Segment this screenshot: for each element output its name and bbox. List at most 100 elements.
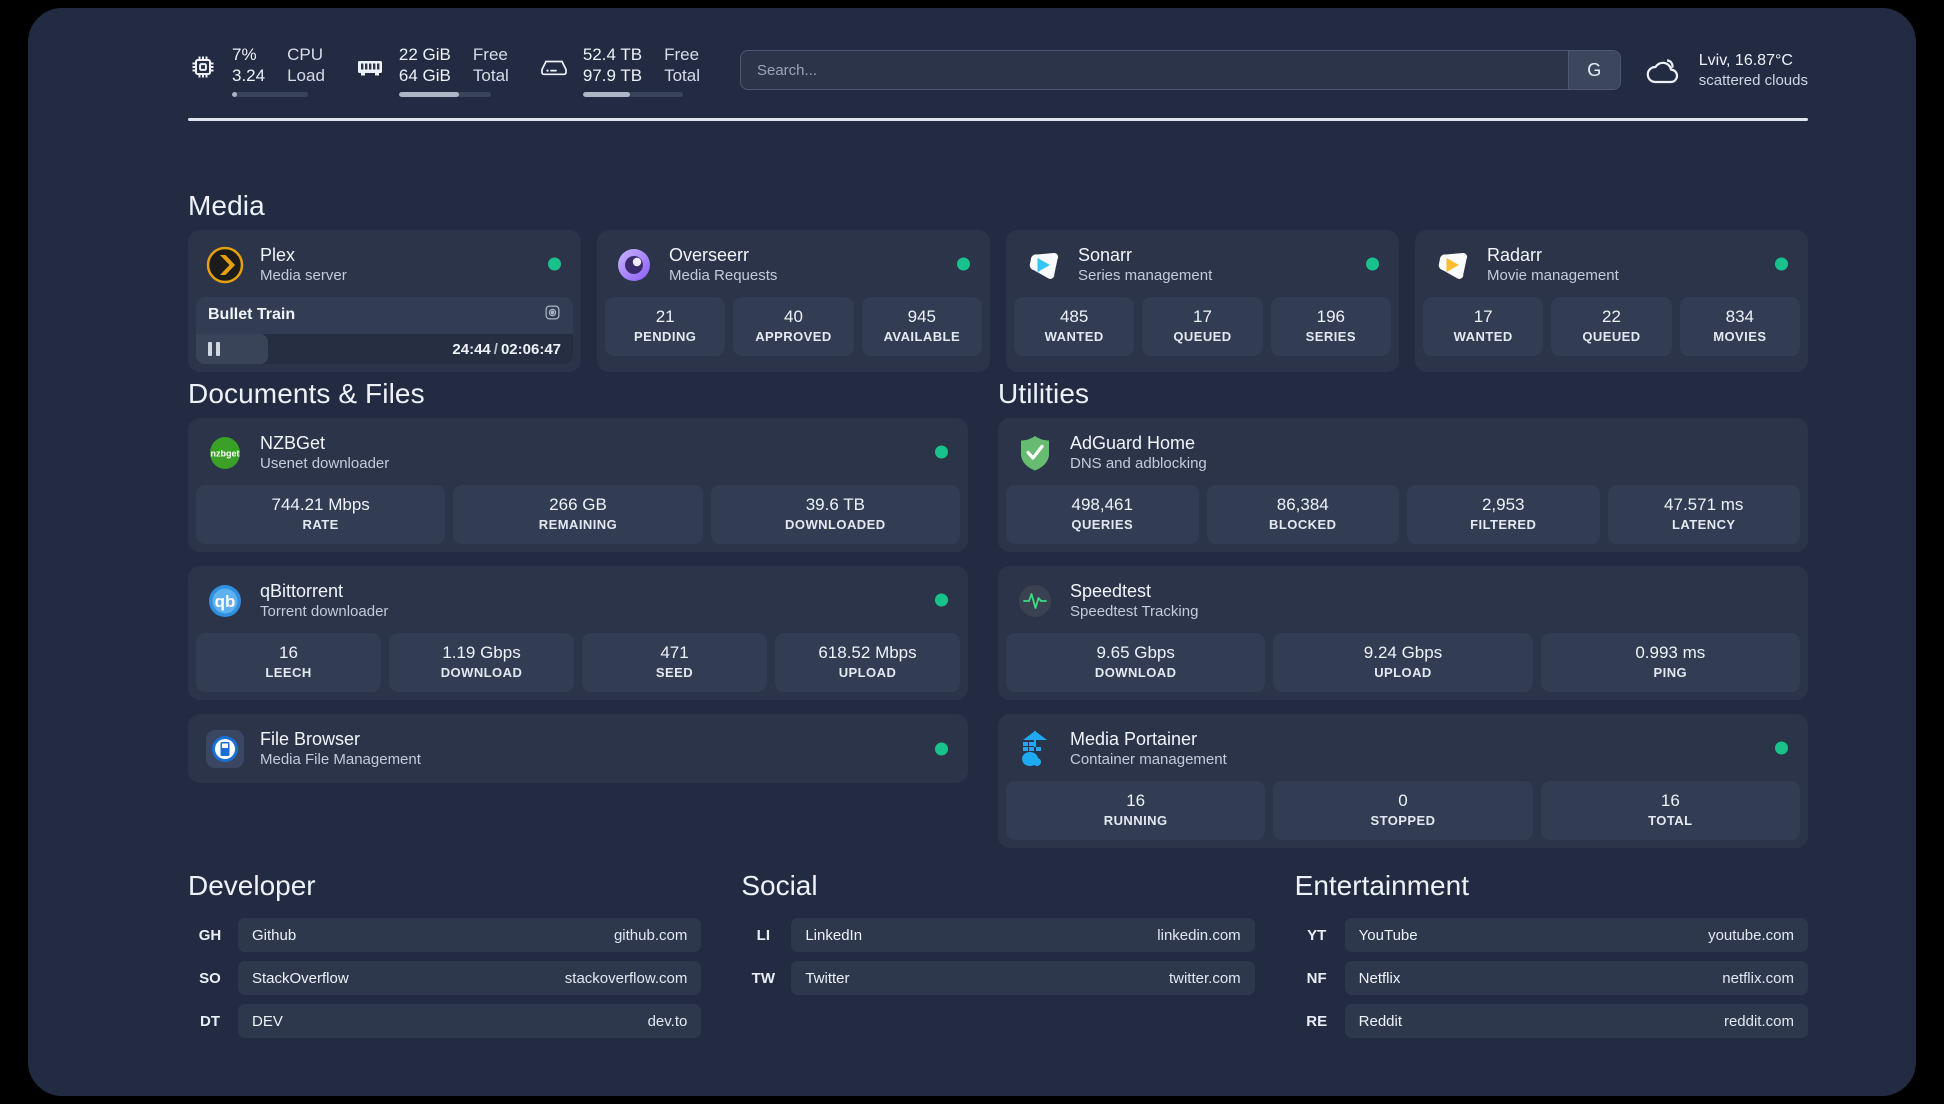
stat-stopped: 0 STOPPED <box>1273 781 1533 840</box>
disk-total-value: 97.9 TB <box>582 65 643 85</box>
stat-label: DOWNLOAD <box>440 665 523 680</box>
service-card-qbittorrent[interactable]: qb qBittorrent Torrent downloader 16 LEE… <box>188 566 968 700</box>
radarr-status-dot <box>1775 257 1788 270</box>
stat-label: REMAINING <box>538 517 618 532</box>
qbittorrent-subtitle: Torrent downloader <box>260 603 389 620</box>
speedtest-pulse-icon <box>1016 582 1054 620</box>
stat-label: RATE <box>302 517 339 532</box>
stat-blocked: 86,384 BLOCKED <box>1206 485 1399 544</box>
cpu-label-top: CPU <box>287 44 323 64</box>
weather-condition: scattered clouds <box>1698 71 1808 89</box>
stat-value: 17 <box>1473 307 1493 326</box>
stat-label: FILTERED <box>1470 517 1537 532</box>
filebrowser-name: File Browser <box>260 729 361 749</box>
service-card-filebrowser[interactable]: File Browser Media File Management <box>188 714 968 783</box>
service-card-plex[interactable]: Plex Media server Bullet Train <box>188 230 581 372</box>
bookmark-item-reddit[interactable]: RE Reddit reddit.com <box>1295 1004 1808 1038</box>
stat-latency: 47.571 ms LATENCY <box>1607 485 1800 544</box>
stat-value: 618.52 Mbps <box>818 643 917 662</box>
media-section: Media <box>188 190 1808 222</box>
plex-elapsed: 24:44 <box>452 340 491 358</box>
bookmark-abbr: YT <box>1307 926 1327 944</box>
settings-gear-icon[interactable] <box>544 304 561 326</box>
stat-total: 16 TOTAL <box>1540 781 1800 840</box>
cpu-usage-bar <box>232 91 308 97</box>
stat-label: WANTED <box>1453 329 1513 344</box>
bookmark-item-linkedin[interactable]: LI LinkedIn linkedin.com <box>741 918 1255 952</box>
search-engine-button[interactable]: G <box>1567 51 1620 89</box>
bookmark-url: netflix.com <box>1722 969 1794 987</box>
scattered-clouds-icon <box>1643 53 1685 87</box>
bookmark-item-github[interactable]: GH Github github.com <box>188 918 702 952</box>
disk-icon <box>539 52 569 82</box>
service-card-portainer[interactable]: Media Portainer Container management 16 … <box>998 714 1808 848</box>
stat-upload: 618.52 Mbps UPLOAD <box>775 633 960 692</box>
disk-usage-bar <box>582 91 683 97</box>
bookmark-group-title: Social <box>741 870 818 901</box>
stat-queued: 17 QUEUED <box>1142 297 1263 356</box>
plex-progress-bar[interactable]: 24:44/02:06:47 <box>196 334 573 364</box>
service-card-overseerr[interactable]: Overseerr Media Requests 21 PENDING 40 A… <box>597 230 990 372</box>
adguard-card-header: AdGuard Home DNS and adblocking <box>998 418 1808 485</box>
bookmark-item-netflix[interactable]: NF Netflix netflix.com <box>1295 961 1808 995</box>
overseerr-card-header: Overseerr Media Requests <box>597 230 990 297</box>
speedtest-name: Speedtest <box>1070 581 1152 601</box>
stat-label: QUEUED <box>1582 329 1641 344</box>
adguard-stats: 498,461 QUERIES 86,384 BLOCKED 2,953 FIL… <box>998 485 1808 552</box>
stat-value: 47.571 ms <box>1664 495 1744 514</box>
bookmark-item-youtube[interactable]: YT YouTube youtube.com <box>1295 918 1808 952</box>
nzbget-card-header: nzbget NZBGet Usenet downloader <box>188 418 968 485</box>
service-card-adguard[interactable]: AdGuard Home DNS and adblocking 498,461 … <box>998 418 1808 552</box>
stat-value: 40 <box>784 307 803 326</box>
stat-leech: 16 LEECH <box>196 633 381 692</box>
memory-usage-bar <box>398 91 491 97</box>
overseerr-icon <box>615 246 653 284</box>
stat-label: AVAILABLE <box>883 329 961 344</box>
documents-section-title: Documents & Files <box>188 378 425 409</box>
plex-card-header: Plex Media server <box>188 230 581 297</box>
service-card-speedtest[interactable]: Speedtest Speedtest Tracking 9.65 Gbps D… <box>998 566 1808 700</box>
qbittorrent-icon: qb <box>206 582 244 620</box>
header-bar: 7% 3.24 CPU Load <box>188 36 1808 104</box>
pause-icon[interactable] <box>208 342 220 356</box>
utilities-section-title: Utilities <box>998 378 1090 409</box>
bookmark-name: Reddit <box>1358 1012 1403 1030</box>
service-card-nzbget[interactable]: nzbget NZBGet Usenet downloader 744.21 M… <box>188 418 968 552</box>
adguard-name: AdGuard Home <box>1070 433 1196 453</box>
search-input[interactable] <box>740 51 1568 89</box>
service-card-sonarr[interactable]: Sonarr Series management 485 WANTED 17 Q… <box>1006 230 1399 372</box>
bookmark-item-dev[interactable]: DT DEV dev.to <box>188 1004 702 1038</box>
stat-download: 9.65 Gbps DOWNLOAD <box>1006 633 1266 692</box>
stat-downloaded: 39.6 TB DOWNLOADED <box>710 485 960 544</box>
plex-now-playing-title: Bullet Train <box>208 306 296 323</box>
stat-value: 9.65 Gbps <box>1096 643 1175 662</box>
bookmark-name: Twitter <box>805 969 850 987</box>
bookmark-abbr: RE <box>1306 1012 1328 1030</box>
bookmark-name: StackOverflow <box>252 969 349 987</box>
stat-running: 16 RUNNING <box>1006 781 1266 840</box>
bookmark-item-stackoverflow[interactable]: SO StackOverflow stackoverflow.com <box>188 961 702 995</box>
stat-seed: 471 SEED <box>582 633 767 692</box>
weather-widget[interactable]: Lviv, 16.87°C scattered clouds <box>1643 50 1808 91</box>
media-card-grid: Plex Media server Bullet Train <box>188 230 1808 372</box>
nzbget-name: NZBGet <box>260 433 326 453</box>
svg-text:nzbget: nzbget <box>211 448 240 458</box>
service-card-radarr[interactable]: Radarr Movie management 17 WANTED 22 QUE… <box>1415 230 1808 372</box>
bookmark-name: Netflix <box>1358 969 1401 987</box>
stat-value: 16 <box>279 643 298 662</box>
stat-label: SEED <box>655 665 694 680</box>
stat-label: PENDING <box>633 329 697 344</box>
adguard-subtitle: DNS and adblocking <box>1070 455 1207 472</box>
search-bar[interactable]: G <box>739 50 1621 90</box>
bookmark-group-title: Entertainment <box>1294 870 1469 901</box>
stat-label: QUERIES <box>1071 517 1134 532</box>
bookmark-abbr: LI <box>756 926 770 944</box>
sonarr-card-header: Sonarr Series management <box>1006 230 1399 297</box>
qbittorrent-card-header: qb qBittorrent Torrent downloader <box>188 566 968 633</box>
overseerr-stats: 21 PENDING 40 APPROVED 945 AVAILABLE <box>597 297 990 364</box>
bookmark-item-twitter[interactable]: TW Twitter twitter.com <box>741 961 1255 995</box>
stat-label: SERIES <box>1305 329 1357 344</box>
bookmark-abbr: TW <box>751 969 775 987</box>
stat-wanted: 17 WANTED <box>1423 297 1544 356</box>
stat-series: 196 SERIES <box>1270 297 1391 356</box>
